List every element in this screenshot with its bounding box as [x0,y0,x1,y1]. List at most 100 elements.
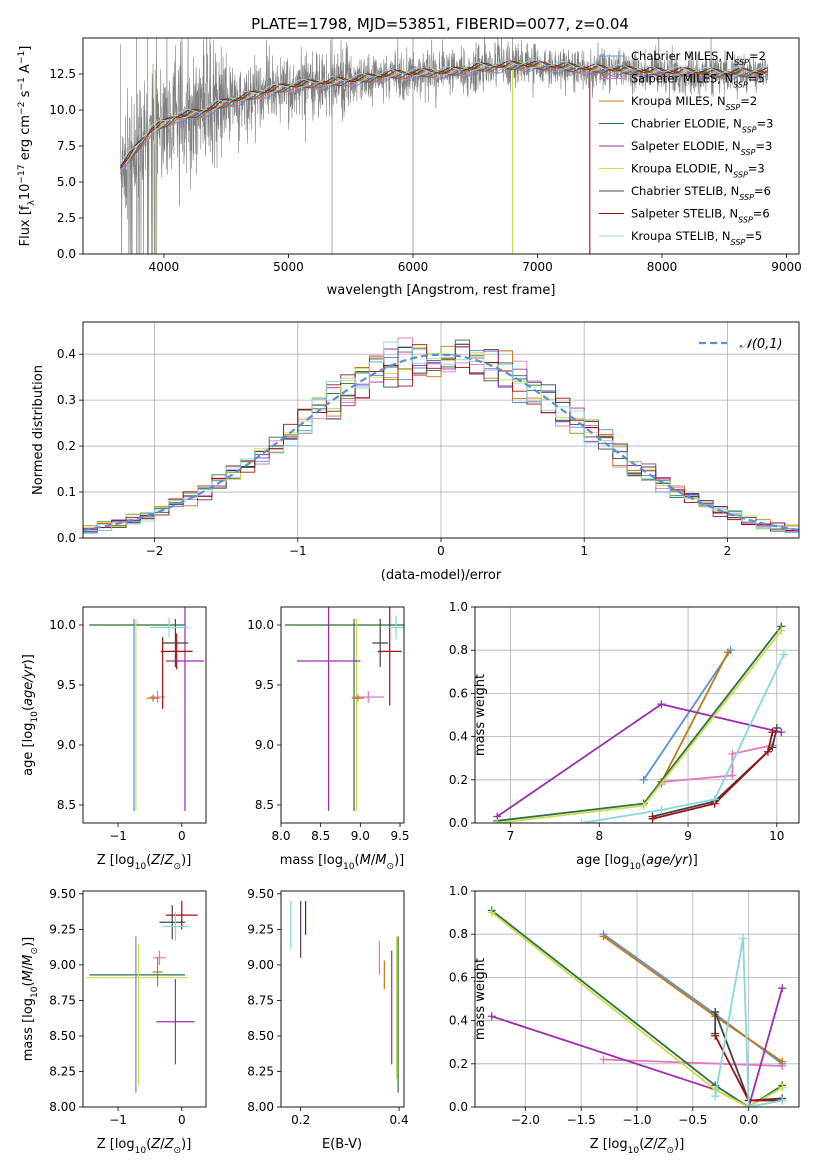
marker-chabrier-miles [639,775,648,784]
mass_weight_vs_age-ytick-label: 0.8 [449,643,468,657]
age_vs_mass-ytick-label: 9.5 [255,678,274,692]
age_vs_z-ytick-label: 10.0 [49,618,76,632]
residuals-ytick-label: 0.0 [57,531,76,545]
marker-salpeter-stelib [711,1031,720,1040]
legend-label: Chabrier STELIB, NSSP=6 [631,184,771,202]
residuals-ytick-label: 0.3 [57,393,76,407]
mass_vs_z-xtick-label: 0 [178,1113,186,1127]
legend-label: Kroupa MILES, NSSP=2 [631,94,757,112]
age-xlabel: age [log10(age/yr)] [576,853,698,872]
mass_vs_z-ytick-label: 9.00 [49,958,76,972]
mass_vs_z-ytick-label: 8.50 [49,1029,76,1043]
series-line-kroupa-stelib [581,654,785,823]
marker-kroupa-stelib [744,1103,753,1107]
age_vs_mass-xtick-label: 9.5 [390,829,409,843]
mass_weight_vs_age-xtick-label: 10 [769,829,784,843]
mass_vs_z-ytick-label: 8.25 [49,1064,76,1078]
residuals-xtick-label: −1 [289,544,307,558]
marker-kroupa-miles [778,1057,787,1066]
age_vs_z-ytick-label: 9.5 [57,678,76,692]
age_vs_mass-xtick-label: 9.0 [351,829,370,843]
axes-frame [280,890,405,1108]
marker-kroupa-miles [723,648,732,657]
age_vs_z-panel [79,624,183,827]
marker-salpeter-miles [599,1055,608,1064]
residuals-xlabel: (data-model)/error [381,568,502,583]
spectrum-panel [79,73,787,258]
spectrum-ytick-label: 10.0 [49,103,76,117]
axes-frame [82,37,800,255]
mass_vs_ebv-ytick-label: 9.50 [247,887,274,901]
spectrum-ytick-label: 5.0 [57,175,76,189]
spectrum-ytick-label: 12.5 [49,67,76,81]
marker-kroupa-miles [599,932,608,941]
legend-label: Chabrier ELODIE, NSSP=3 [631,117,773,135]
marker-kroupa-stelib [711,1092,720,1101]
mass_vs_z-panel [79,893,183,1111]
series-line-salpeter-miles [603,1058,783,1067]
marker-salpeter-elodie [777,728,786,737]
mass_vs_z-ytick-label: 9.50 [49,887,76,901]
age_vs_z-xtick-label: −1 [109,829,127,843]
series-line-kroupa-elodie [491,911,783,1107]
mass_weight_vs_age-ytick-label: 1.0 [449,600,468,614]
mass_vs_z-ytick-label: 8.00 [49,1100,76,1114]
spectrum-ylabel: Flux [fλ10−17 erg cm−2 s−1 A−1] [17,46,37,247]
model-line-chabrier-elodie [120,63,769,167]
marker-kroupa-stelib [778,1096,787,1105]
series-line-kroupa-stelib [714,938,783,1107]
spectrum-xtick-label: 9000 [771,260,802,274]
marker-chabrier-stelib [772,723,781,732]
mass_weight_vs_z-ytick-label: 0.0 [449,1100,468,1114]
mass_vs_ebv-xtick-label: 0.2 [291,1113,310,1127]
mass_vs_z-ytick-label: 8.75 [49,993,76,1007]
axes-frame [474,890,800,1108]
residuals-ytick-label: 0.1 [57,485,76,499]
age_vs_mass-ytick-label: 9.0 [255,738,274,752]
marker-kroupa-stelib [739,934,748,943]
marker-salpeter-stelib [648,814,657,823]
model-line-chabrier-stelib [120,61,769,169]
marker-salpeter-miles [728,771,737,780]
mass_vs_z-xtick-label: −1 [109,1113,127,1127]
spectrum-ytick-label: 0.0 [57,247,76,261]
residuals-ytick-label: 0.4 [57,347,76,361]
series-line-chabrier-elodie [497,625,782,822]
mass_vs_ebv-ytick-label: 8.25 [247,1064,274,1078]
z-xlabel: Z [log10(Z/Z⊙)] [97,853,192,872]
age_vs_z-ytick-label: 8.5 [57,798,76,812]
spectrum-ytick-label: 2.5 [57,211,76,225]
z-xlabel: Z [log10(Z/Z⊙)] [590,1137,685,1156]
mass_vs_ebv-xtick-label: 0.4 [390,1113,409,1127]
axes-frame [82,321,800,539]
spectrum-xtick-label: 5000 [273,260,304,274]
spectrum-xtick-label: 4000 [149,260,180,274]
spectrum-xtick-label: 6000 [398,260,429,274]
series-line-kroupa-miles [660,651,729,783]
residuals-xtick-label: 0 [437,544,445,558]
model-line-salpeter-stelib [120,60,769,168]
mass_vs_ebv-ytick-label: 8.00 [247,1100,274,1114]
mass_weight_vs_age-ytick-label: 0.4 [449,730,468,744]
residuals-ylabel: Normed distribution [31,365,46,495]
mass_weight_vs_z-xtick-label: −1.0 [622,1113,651,1127]
mass_weight_vs_z-ytick-label: 0.8 [449,927,468,941]
age_vs_mass-ytick-label: 8.5 [255,798,274,812]
marker-kroupa-stelib [577,819,586,823]
mass_weight_vs_age-xtick-label: 7 [507,829,515,843]
spectrum-xtick-label: 7000 [522,260,553,274]
series-line-salpeter-elodie [496,703,782,818]
ebv-xlabel: E(B-V) [322,1137,362,1152]
mass_weight_vs_z-ytick-label: 0.6 [449,970,468,984]
age_vs_z-xtick-label: 0 [178,829,186,843]
marker-kroupa-stelib [657,806,666,815]
marker-kroupa-elodie [777,626,786,635]
mass_weight_vs_age-xtick-label: 8 [595,829,603,843]
legend-label: Salpeter ELODIE, NSSP=3 [631,139,772,157]
mass-ylabel: mass [log10(M/M⊙)] [21,937,40,1061]
residuals-xtick-label: 1 [580,544,588,558]
residuals-xtick-label: 2 [724,544,732,558]
z-xlabel: Z [log10(Z/Z⊙)] [97,1137,192,1156]
model-line-kroupa-stelib [120,59,768,165]
